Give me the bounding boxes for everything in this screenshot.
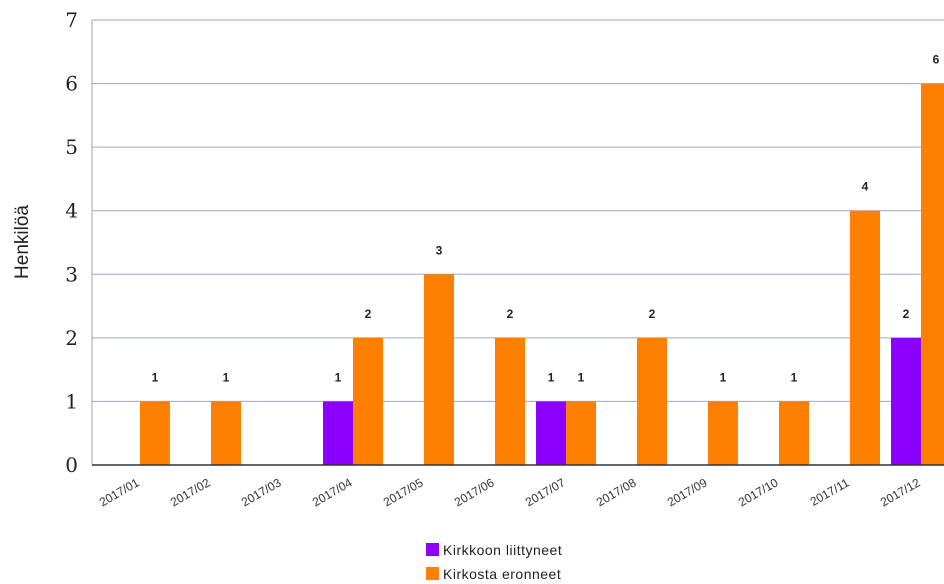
data-labels: 1 1 1 2 3 2 1 1 2 1 1 4 2 6 [152, 53, 940, 385]
bar-eronneet-2017-05 [424, 274, 454, 465]
data-label: 2 [903, 307, 910, 321]
bar-eronneet-2017-10 [779, 401, 809, 465]
gridlines [91, 19, 944, 465]
bar-eronneet-2017-01 [140, 401, 170, 465]
x-tick-label: 2017/12 [878, 475, 923, 509]
y-tick-label: 7 [65, 8, 78, 32]
data-label: 2 [365, 307, 372, 321]
data-label: 3 [436, 243, 443, 257]
data-label: 4 [862, 180, 869, 194]
legend-swatch [426, 543, 439, 556]
x-tick-label: 2017/08 [594, 475, 639, 509]
y-tick-label: 3 [65, 262, 78, 286]
x-tick-label: 2017/01 [97, 475, 142, 509]
y-axis-label: Henkilöä [12, 205, 33, 279]
x-tick-label: 2017/10 [736, 475, 781, 509]
x-tick-label: 2017/02 [168, 475, 213, 509]
bar-liittyneet-2017-04 [323, 401, 353, 465]
bar-liittyneet-2017-12 [891, 337, 921, 465]
bar-eronneet-2017-12 [921, 83, 944, 466]
legend-label: Kirkosta eronneet [443, 566, 561, 582]
bar-eronneet-2017-06 [495, 337, 525, 465]
x-tick-labels: 2017/01 2017/02 2017/03 2017/04 2017/05 2017/… [97, 475, 923, 509]
x-tick-label: 2017/07 [523, 475, 568, 509]
x-tick-label: 2017/09 [665, 475, 710, 509]
legend-swatch [426, 567, 439, 580]
data-label: 2 [507, 307, 514, 321]
bar-eronneet-2017-02 [211, 401, 241, 465]
data-label: 1 [223, 370, 230, 384]
x-tick-label: 2017/04 [310, 475, 355, 509]
data-label: 2 [649, 307, 656, 321]
bar-eronneet-2017-11 [850, 210, 880, 465]
y-tick-label: 0 [65, 453, 78, 477]
x-tick-label: 2017/03 [239, 475, 284, 509]
x-tick-label: 2017/11 [808, 475, 852, 509]
legend-label: Kirkkoon liittyneet [443, 542, 562, 558]
data-label: 6 [933, 53, 940, 67]
y-tick-labels: 0 1 2 3 4 5 6 7 [65, 8, 78, 477]
bar-eronneet-2017-07 [566, 401, 596, 465]
x-tick-label: 2017/06 [452, 475, 497, 509]
y-tick-label: 5 [65, 135, 78, 159]
y-tick-label: 1 [65, 389, 78, 413]
data-label: 1 [335, 370, 342, 384]
data-label: 1 [720, 370, 727, 384]
legend: Kirkkoon liittyneet Kirkosta eronneet [426, 542, 562, 582]
y-tick-label: 2 [65, 326, 78, 350]
data-label: 1 [791, 370, 798, 384]
bar-eronneet-2017-04 [353, 337, 383, 465]
bars [140, 83, 944, 466]
data-label: 1 [548, 370, 555, 384]
y-tick-label: 6 [65, 72, 78, 96]
bar-eronneet-2017-08 [637, 337, 667, 465]
y-tick-label: 4 [65, 199, 78, 223]
bar-eronneet-2017-09 [708, 401, 738, 465]
data-label: 1 [152, 370, 159, 384]
bar-liittyneet-2017-07 [536, 401, 566, 465]
data-label: 1 [578, 370, 585, 384]
x-tick-label: 2017/05 [381, 475, 426, 509]
